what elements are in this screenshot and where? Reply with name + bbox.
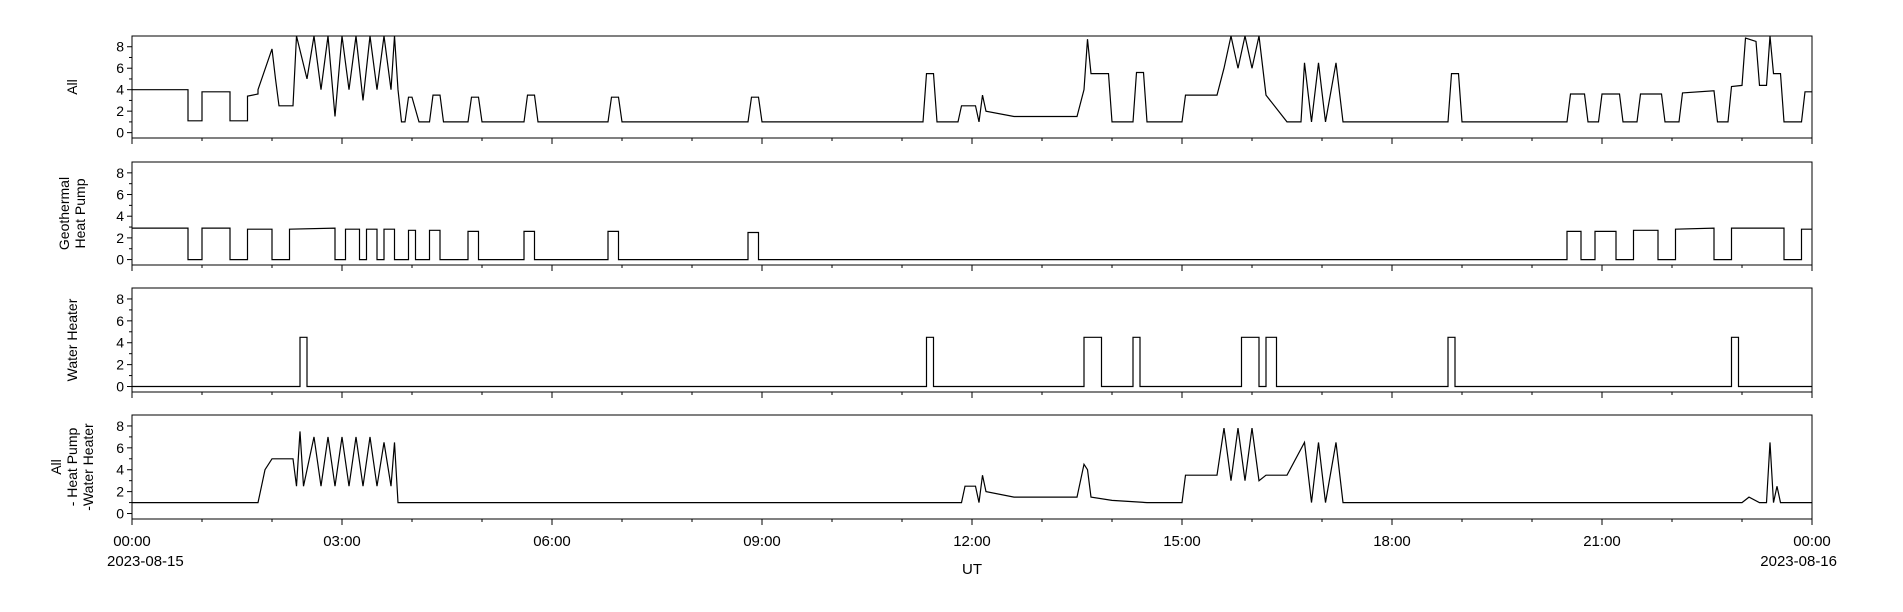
y-axis-label: Geothermal bbox=[56, 177, 72, 250]
series-line-panel-2 bbox=[132, 227, 1812, 261]
x-tick-label: 06:00 bbox=[533, 533, 571, 550]
series-line-panel-4 bbox=[132, 428, 1812, 504]
y-tick-label: 8 bbox=[116, 165, 124, 181]
x-tick-label: 12:00 bbox=[953, 533, 991, 550]
x-tick-label: 00:00 bbox=[113, 533, 151, 550]
series-line-panel-1 bbox=[132, 35, 1812, 123]
panel-frame-4 bbox=[131, 414, 1813, 520]
y-tick-label: 2 bbox=[116, 357, 124, 373]
y-axis-label: All bbox=[64, 79, 80, 95]
y-tick-label: 6 bbox=[116, 313, 124, 329]
y-tick-label: 6 bbox=[116, 60, 124, 76]
y-tick-label: 0 bbox=[116, 252, 124, 268]
y-tick-label: 4 bbox=[116, 208, 124, 224]
series-line-panel-3 bbox=[132, 336, 1812, 388]
x-tick-label: 00:00 bbox=[1793, 533, 1831, 550]
y-tick-label: 8 bbox=[116, 291, 124, 307]
y-tick-label: 8 bbox=[116, 418, 124, 434]
x-tick-label: 15:00 bbox=[1163, 533, 1201, 550]
y-axis-label: - Heat Pump bbox=[64, 427, 80, 506]
y-tick-label: 2 bbox=[116, 103, 124, 119]
y-axis-label: Heat Pump bbox=[72, 178, 88, 248]
x-axis-label: UT bbox=[962, 561, 982, 578]
x-tick-label: 03:00 bbox=[323, 533, 361, 550]
x-end-date-label: 2023-08-16 bbox=[1760, 553, 1837, 570]
y-tick-label: 6 bbox=[116, 440, 124, 456]
y-tick-label: 8 bbox=[116, 39, 124, 55]
y-axis-label: -Water Heater bbox=[80, 423, 96, 511]
x-start-date-label: 2023-08-15 bbox=[107, 553, 184, 570]
panel-frame-1 bbox=[131, 35, 1813, 139]
y-tick-label: 2 bbox=[116, 484, 124, 500]
y-tick-label: 4 bbox=[116, 335, 124, 351]
y-tick-label: 6 bbox=[116, 187, 124, 203]
y-tick-label: 0 bbox=[116, 125, 124, 141]
y-tick-label: 2 bbox=[116, 230, 124, 246]
x-tick-label: 18:00 bbox=[1373, 533, 1411, 550]
y-tick-label: 4 bbox=[116, 82, 124, 98]
y-tick-label: 0 bbox=[116, 379, 124, 395]
y-axis-label: Water Heater bbox=[64, 298, 80, 381]
x-tick-label: 09:00 bbox=[743, 533, 781, 550]
panel-frame-3 bbox=[131, 287, 1813, 393]
y-tick-label: 4 bbox=[116, 462, 124, 478]
x-tick-label: 21:00 bbox=[1583, 533, 1621, 550]
y-axis-label: All bbox=[48, 459, 64, 475]
y-tick-label: 0 bbox=[116, 506, 124, 522]
